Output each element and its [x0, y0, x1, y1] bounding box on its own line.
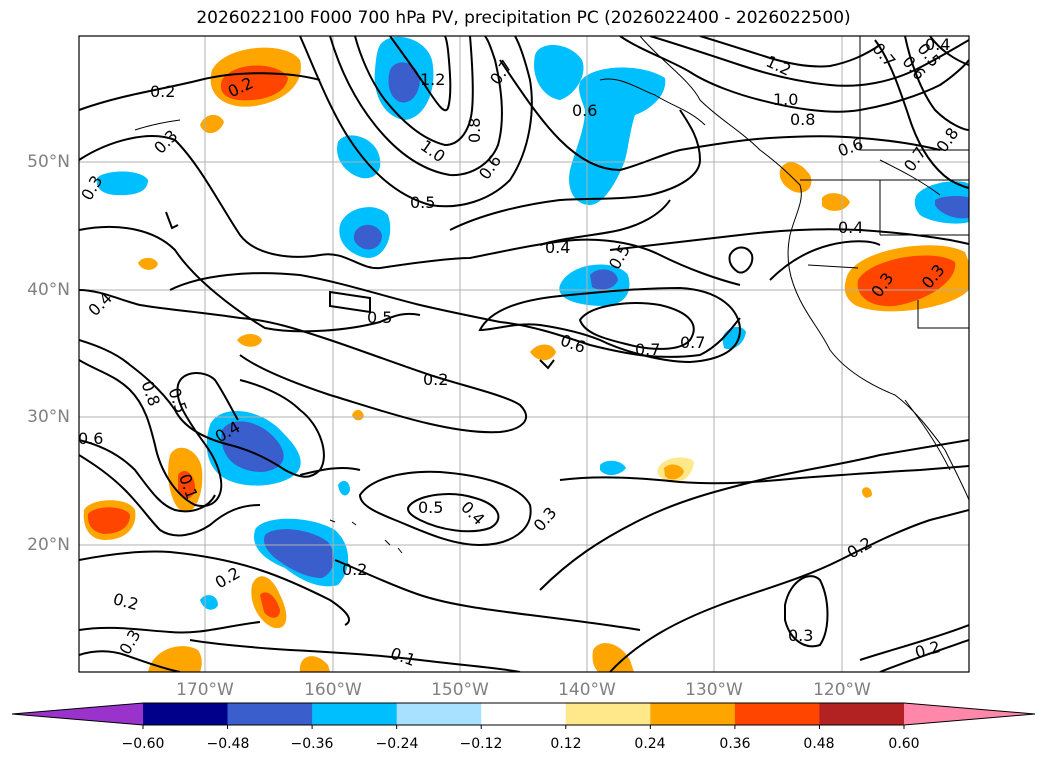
precip-patch — [338, 480, 350, 496]
colorbar-tick-label: −0.24 — [375, 736, 419, 752]
contour-label: 1.2 — [420, 70, 445, 89]
lon-label: 140°W — [558, 680, 616, 700]
contour-label: 0.8 — [465, 118, 484, 143]
colorbar-tick-label: −0.48 — [206, 736, 250, 752]
precip-patch — [260, 592, 280, 618]
precip-patch — [337, 135, 381, 179]
colorbar — [11, 702, 1036, 729]
precip-patch — [779, 162, 812, 193]
contour-label: 0.6 — [572, 101, 597, 120]
graticule — [79, 36, 969, 672]
colorbar-tick-label: 0.12 — [550, 736, 582, 752]
precip-shading — [83, 36, 969, 672]
contour-label: 0.5 — [410, 193, 435, 212]
precip-patch — [178, 470, 196, 499]
contour-label: 0.5 — [367, 308, 392, 327]
colorbar-tick-label: 0.60 — [888, 736, 920, 752]
pv-contours — [79, 36, 969, 672]
precip-patch — [600, 460, 626, 476]
map-title: 2026022100 F000 700 hPa PV, precipitatio… — [196, 8, 851, 28]
contour-label: 0.2 — [342, 560, 367, 579]
precip-patch — [822, 193, 850, 211]
contour-label: 0.4 — [925, 35, 950, 54]
colorbar-segment — [565, 703, 651, 725]
colorbar-segment — [819, 703, 905, 725]
lon-label: 130°W — [685, 680, 743, 700]
precip-patch — [862, 487, 872, 498]
precip-patch — [569, 67, 666, 205]
precip-patch — [534, 44, 584, 100]
colorbar-tick-label: 0.36 — [719, 736, 751, 752]
lon-label: 120°W — [813, 680, 871, 700]
colorbar-tick-label: −0.60 — [121, 736, 165, 752]
contour-label: 0.8 — [790, 110, 815, 129]
precip-patch — [352, 409, 364, 421]
precip-patch — [592, 643, 634, 672]
colorbar-segment — [312, 703, 398, 725]
precip-patch — [87, 507, 130, 534]
map-frame — [78, 35, 970, 673]
colorbar-extend-low — [12, 703, 143, 725]
colorbar-segment — [650, 703, 736, 725]
colorbar-segment — [481, 703, 567, 725]
colorbar-tick-label: 0.24 — [634, 736, 666, 752]
colorbar-segment — [734, 703, 820, 725]
colorbar-tick-label: −0.36 — [290, 736, 334, 752]
colorbar-extend-high — [904, 703, 1035, 725]
colorbar-tick-label: 0.48 — [803, 736, 835, 752]
contour-label: 0.2 — [150, 82, 175, 101]
precip-patch — [237, 334, 262, 347]
colorbar-segment — [396, 703, 482, 725]
lat-label: 40°N — [27, 280, 70, 300]
precip-patch — [96, 171, 148, 196]
contour-label: 0.2 — [423, 370, 448, 389]
colorbar-tick-label: −0.12 — [459, 736, 503, 752]
contour-label: 0.5 — [418, 498, 443, 517]
map-background — [79, 36, 969, 672]
contour-label: 0.4 — [838, 218, 863, 237]
contour-label: 0.3 — [788, 626, 813, 645]
precip-patch — [299, 656, 330, 672]
lat-label: 50°N — [27, 152, 70, 172]
precip-patch — [148, 646, 202, 672]
precip-patch — [138, 257, 158, 270]
precip-patch — [388, 62, 420, 103]
precip-patch — [935, 196, 969, 219]
precip-patch — [200, 114, 224, 134]
lon-label: 170°W — [176, 680, 234, 700]
precip-patch — [530, 344, 556, 361]
contour-label: 0.7 — [680, 333, 705, 352]
contour-label: 0.4 — [545, 238, 570, 257]
lat-label: 20°N — [27, 535, 70, 555]
precip-patch — [857, 255, 956, 307]
lon-label: 160°W — [304, 680, 362, 700]
colorbar-segment — [143, 703, 229, 725]
contour-label: 0.7 — [635, 340, 660, 359]
precip-patch — [353, 224, 382, 250]
contour-label: 1.0 — [773, 90, 798, 109]
lat-label: 30°N — [27, 407, 70, 427]
contour-label: 0.6 — [78, 429, 103, 448]
precip-patch — [590, 269, 618, 290]
lon-label: 150°W — [431, 680, 489, 700]
precip-patch — [664, 464, 684, 480]
colorbar-segment — [227, 703, 313, 725]
precip-patch — [264, 529, 334, 578]
coastline — [134, 36, 969, 554]
